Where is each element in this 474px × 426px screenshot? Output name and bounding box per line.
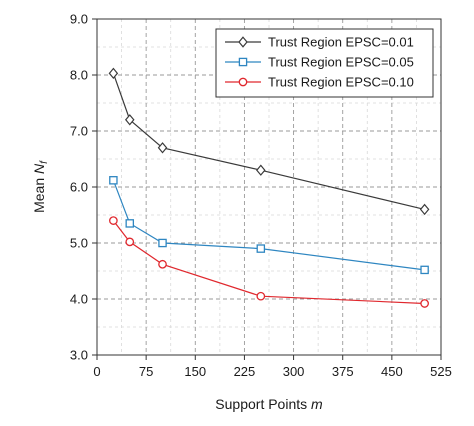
- legend-label: Trust Region EPSC=0.05: [268, 55, 414, 70]
- x-axis-title: Support Points m: [215, 396, 323, 412]
- y-axis-title-main: Mean: [31, 174, 47, 213]
- legend-item: Trust Region EPSC=0.10: [225, 75, 414, 90]
- y-tick-label: 6.0: [70, 180, 88, 195]
- data-point: [158, 238, 167, 248]
- legend-box: [215, 28, 434, 98]
- legend-marker: [238, 57, 248, 67]
- data-point: [256, 291, 266, 301]
- legend-item: Trust Region EPSC=0.01: [225, 35, 414, 50]
- x-tick-label: 225: [234, 364, 256, 379]
- x-tick-label: 75: [139, 364, 153, 379]
- data-point: [256, 244, 266, 253]
- data-point: [109, 216, 118, 225]
- legend-label: Trust Region EPSC=0.10: [268, 75, 414, 90]
- y-axis-title-variable: N: [31, 163, 47, 174]
- y-axis-title: Mean Nf: [31, 160, 50, 213]
- x-tick-label: 150: [184, 364, 206, 379]
- legend: Trust Region EPSC=0.01 Trust Region EPSC=…: [215, 28, 434, 98]
- y-tick-label: 5.0: [70, 236, 88, 251]
- series-1: [108, 67, 430, 216]
- data-point: [419, 203, 430, 216]
- data-point: [420, 299, 429, 308]
- x-axis-title-variable: m: [311, 396, 323, 412]
- data-point: [158, 259, 167, 269]
- x-tick-label: 525: [430, 364, 452, 379]
- data-point: [108, 67, 119, 80]
- data-point: [109, 176, 118, 185]
- data-point: [125, 219, 135, 228]
- data-point: [125, 237, 135, 247]
- data-point: [157, 142, 168, 154]
- data-point: [420, 265, 429, 275]
- y-tick-label: 4.0: [70, 292, 88, 307]
- y-axis-title-subscript: f: [39, 160, 50, 164]
- legend-marker: [238, 77, 248, 87]
- data-point: [256, 164, 266, 176]
- y-tick-label: 8.0: [70, 68, 88, 83]
- y-tick-label: 3.0: [70, 348, 88, 363]
- series-3: [109, 216, 429, 308]
- x-tick-label: 375: [332, 364, 354, 379]
- x-tick-label: 300: [283, 364, 305, 379]
- series-2: [109, 176, 429, 275]
- axis-ticks: 0 75 150 225 300 375 450 525 3.0 4.0 5.0 6.0 7.0 8.0 9…: [70, 12, 452, 380]
- series-group: [108, 67, 430, 308]
- y-tick-label: 9.0: [70, 12, 88, 27]
- legend-marker: [238, 36, 248, 48]
- y-tick-label: 7.0: [70, 124, 88, 139]
- data-point: [124, 114, 135, 126]
- x-tick-label: 0: [93, 364, 100, 379]
- legend-item: Trust Region EPSC=0.05: [225, 55, 414, 70]
- x-axis-title-main: Support Points: [215, 396, 311, 412]
- x-tick-label: 450: [381, 364, 403, 379]
- legend-label: Trust Region EPSC=0.01: [268, 35, 414, 50]
